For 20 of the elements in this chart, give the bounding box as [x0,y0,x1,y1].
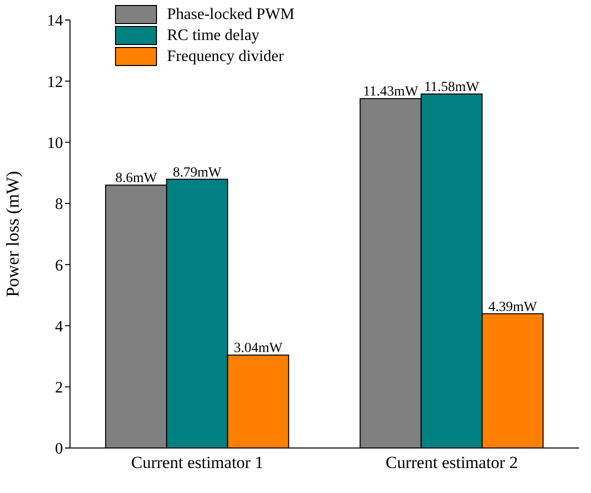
legend-label: Frequency divider [167,48,284,66]
legend-label: RC time delay [167,26,260,44]
data-label: 3.04mW [234,341,284,356]
x-tick-label: Current estimator 1 [131,453,264,472]
y-tick-label: 4 [55,318,63,336]
data-label: 11.58mW [424,80,480,95]
legend-label: Phase-locked PWM [167,6,295,24]
y-tick-label: 12 [47,74,63,91]
y-tick-label: 0 [55,440,63,458]
y-axis-title: Power loss (mW) [2,171,22,297]
data-label: 4.39mW [488,300,538,315]
y-tick-label: 6 [55,257,63,274]
data-label: 8.6mW [115,171,158,186]
y-tick-label: 10 [47,134,63,152]
data-label: 11.43mW [363,84,419,100]
y-tick-label: 14 [47,12,63,30]
y-tick-label: 8 [55,196,63,214]
data-label: 8.79mW [172,165,222,180]
y-tick-label: 2 [55,380,63,397]
x-tick-label: Current estimator 2 [386,453,518,472]
